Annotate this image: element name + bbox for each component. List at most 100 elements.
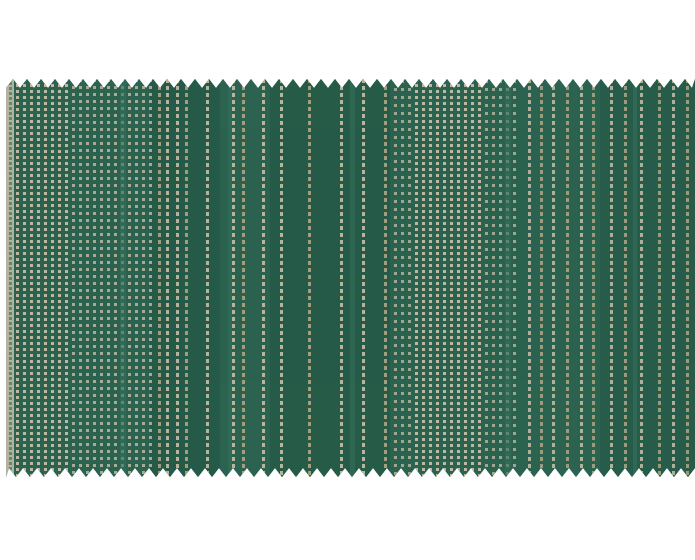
weave-dot (640, 478, 643, 482)
weave-dot (65, 474, 68, 477)
weave-dot (149, 72, 152, 75)
weave-dot (408, 80, 411, 83)
weave-dot (3, 352, 6, 355)
weave-dot (86, 79, 89, 82)
weave-dot (658, 72, 661, 76)
weave-dot (686, 478, 689, 482)
weave-dot (457, 474, 460, 477)
weave-dot (128, 79, 131, 82)
weave-dot (394, 72, 397, 75)
weave-dot (566, 478, 569, 482)
weave-dot (384, 471, 387, 475)
weave-dot (506, 72, 509, 75)
weave-dot (135, 471, 138, 474)
weave-dot (3, 447, 6, 450)
weave-dot (72, 72, 75, 75)
weave-dot (3, 272, 6, 275)
weave-dot (3, 307, 6, 310)
weave-dot (540, 72, 543, 76)
weave-dot (23, 79, 26, 81)
weave-dot (3, 72, 6, 75)
weave-dot (686, 72, 689, 76)
weave-dot (3, 262, 6, 265)
weave-dot (450, 72, 453, 75)
weave-dot (93, 471, 96, 474)
weave-dot (3, 362, 6, 365)
weave-dot (128, 478, 131, 481)
weave-dot (3, 277, 6, 280)
weave-dot (3, 322, 6, 325)
weave-dot (384, 79, 387, 83)
weave-dot (3, 202, 6, 205)
weave-dot (3, 147, 6, 150)
weave-dot (3, 122, 6, 125)
weave-dot (232, 478, 235, 482)
weave-dot (3, 302, 6, 305)
weave-dot (3, 167, 6, 170)
weave-dot (3, 347, 6, 350)
weave-dot (176, 471, 179, 475)
weave-dot (513, 472, 516, 475)
weave-dot (471, 79, 474, 81)
weave-dot (3, 97, 6, 100)
weave-dot (340, 478, 343, 482)
weave-dot (566, 79, 569, 83)
weave-dot (362, 478, 365, 482)
weave-dot (471, 72, 474, 75)
weave-dot (232, 72, 235, 76)
weave-dot (499, 72, 502, 75)
weave-dot (3, 197, 6, 200)
weave-dot (415, 72, 418, 75)
weave-dot (3, 387, 6, 390)
weave-dot (362, 72, 365, 76)
weave-dot (3, 477, 6, 480)
weave-dot (3, 237, 6, 240)
weave-dot (3, 462, 6, 465)
weave-dot (121, 471, 124, 474)
weave-dot (552, 72, 555, 76)
weave-dot (3, 432, 6, 435)
weave-dot (457, 79, 460, 81)
weave-dot (3, 367, 6, 370)
weave-dot (65, 72, 68, 75)
weave-dot (592, 478, 595, 482)
weave-dot (610, 471, 613, 475)
weave-dot (592, 72, 595, 76)
weave-dot (3, 287, 6, 290)
weave-dot (93, 478, 96, 481)
weave-dot (262, 478, 265, 482)
weave-dot (166, 478, 169, 482)
weave-dot (3, 332, 6, 335)
weave-dot (58, 72, 61, 75)
weave-dot (9, 79, 12, 80)
weave-dot (3, 222, 6, 225)
weave-dot (121, 72, 124, 75)
weave-dot (3, 252, 6, 255)
weave-dot (422, 72, 425, 75)
weave-dot (3, 247, 6, 250)
weave-dot (9, 477, 12, 480)
weave-dot (3, 337, 6, 340)
weave-dot (44, 79, 47, 81)
weave-dot (436, 79, 439, 81)
weave-dot (176, 478, 179, 482)
weave-dot (580, 478, 583, 482)
weave-dot (485, 72, 488, 75)
weave-dot (135, 478, 138, 481)
weave-dot (3, 207, 6, 210)
weave-dot (158, 79, 161, 83)
weave-dot (624, 478, 627, 482)
weave-dot (492, 80, 495, 83)
weave-dot (415, 79, 418, 81)
weave-dot (3, 242, 6, 245)
weave-dot (3, 442, 6, 445)
weave-dot (142, 79, 145, 82)
weave-dot (158, 72, 161, 76)
weave-dot (3, 457, 6, 460)
weave-dot (100, 72, 103, 75)
weave-dot (513, 72, 516, 75)
weave-dot (443, 79, 446, 81)
weave-dot (566, 471, 569, 475)
weave-dot (107, 72, 110, 75)
dotted-stripe (3, 72, 6, 480)
